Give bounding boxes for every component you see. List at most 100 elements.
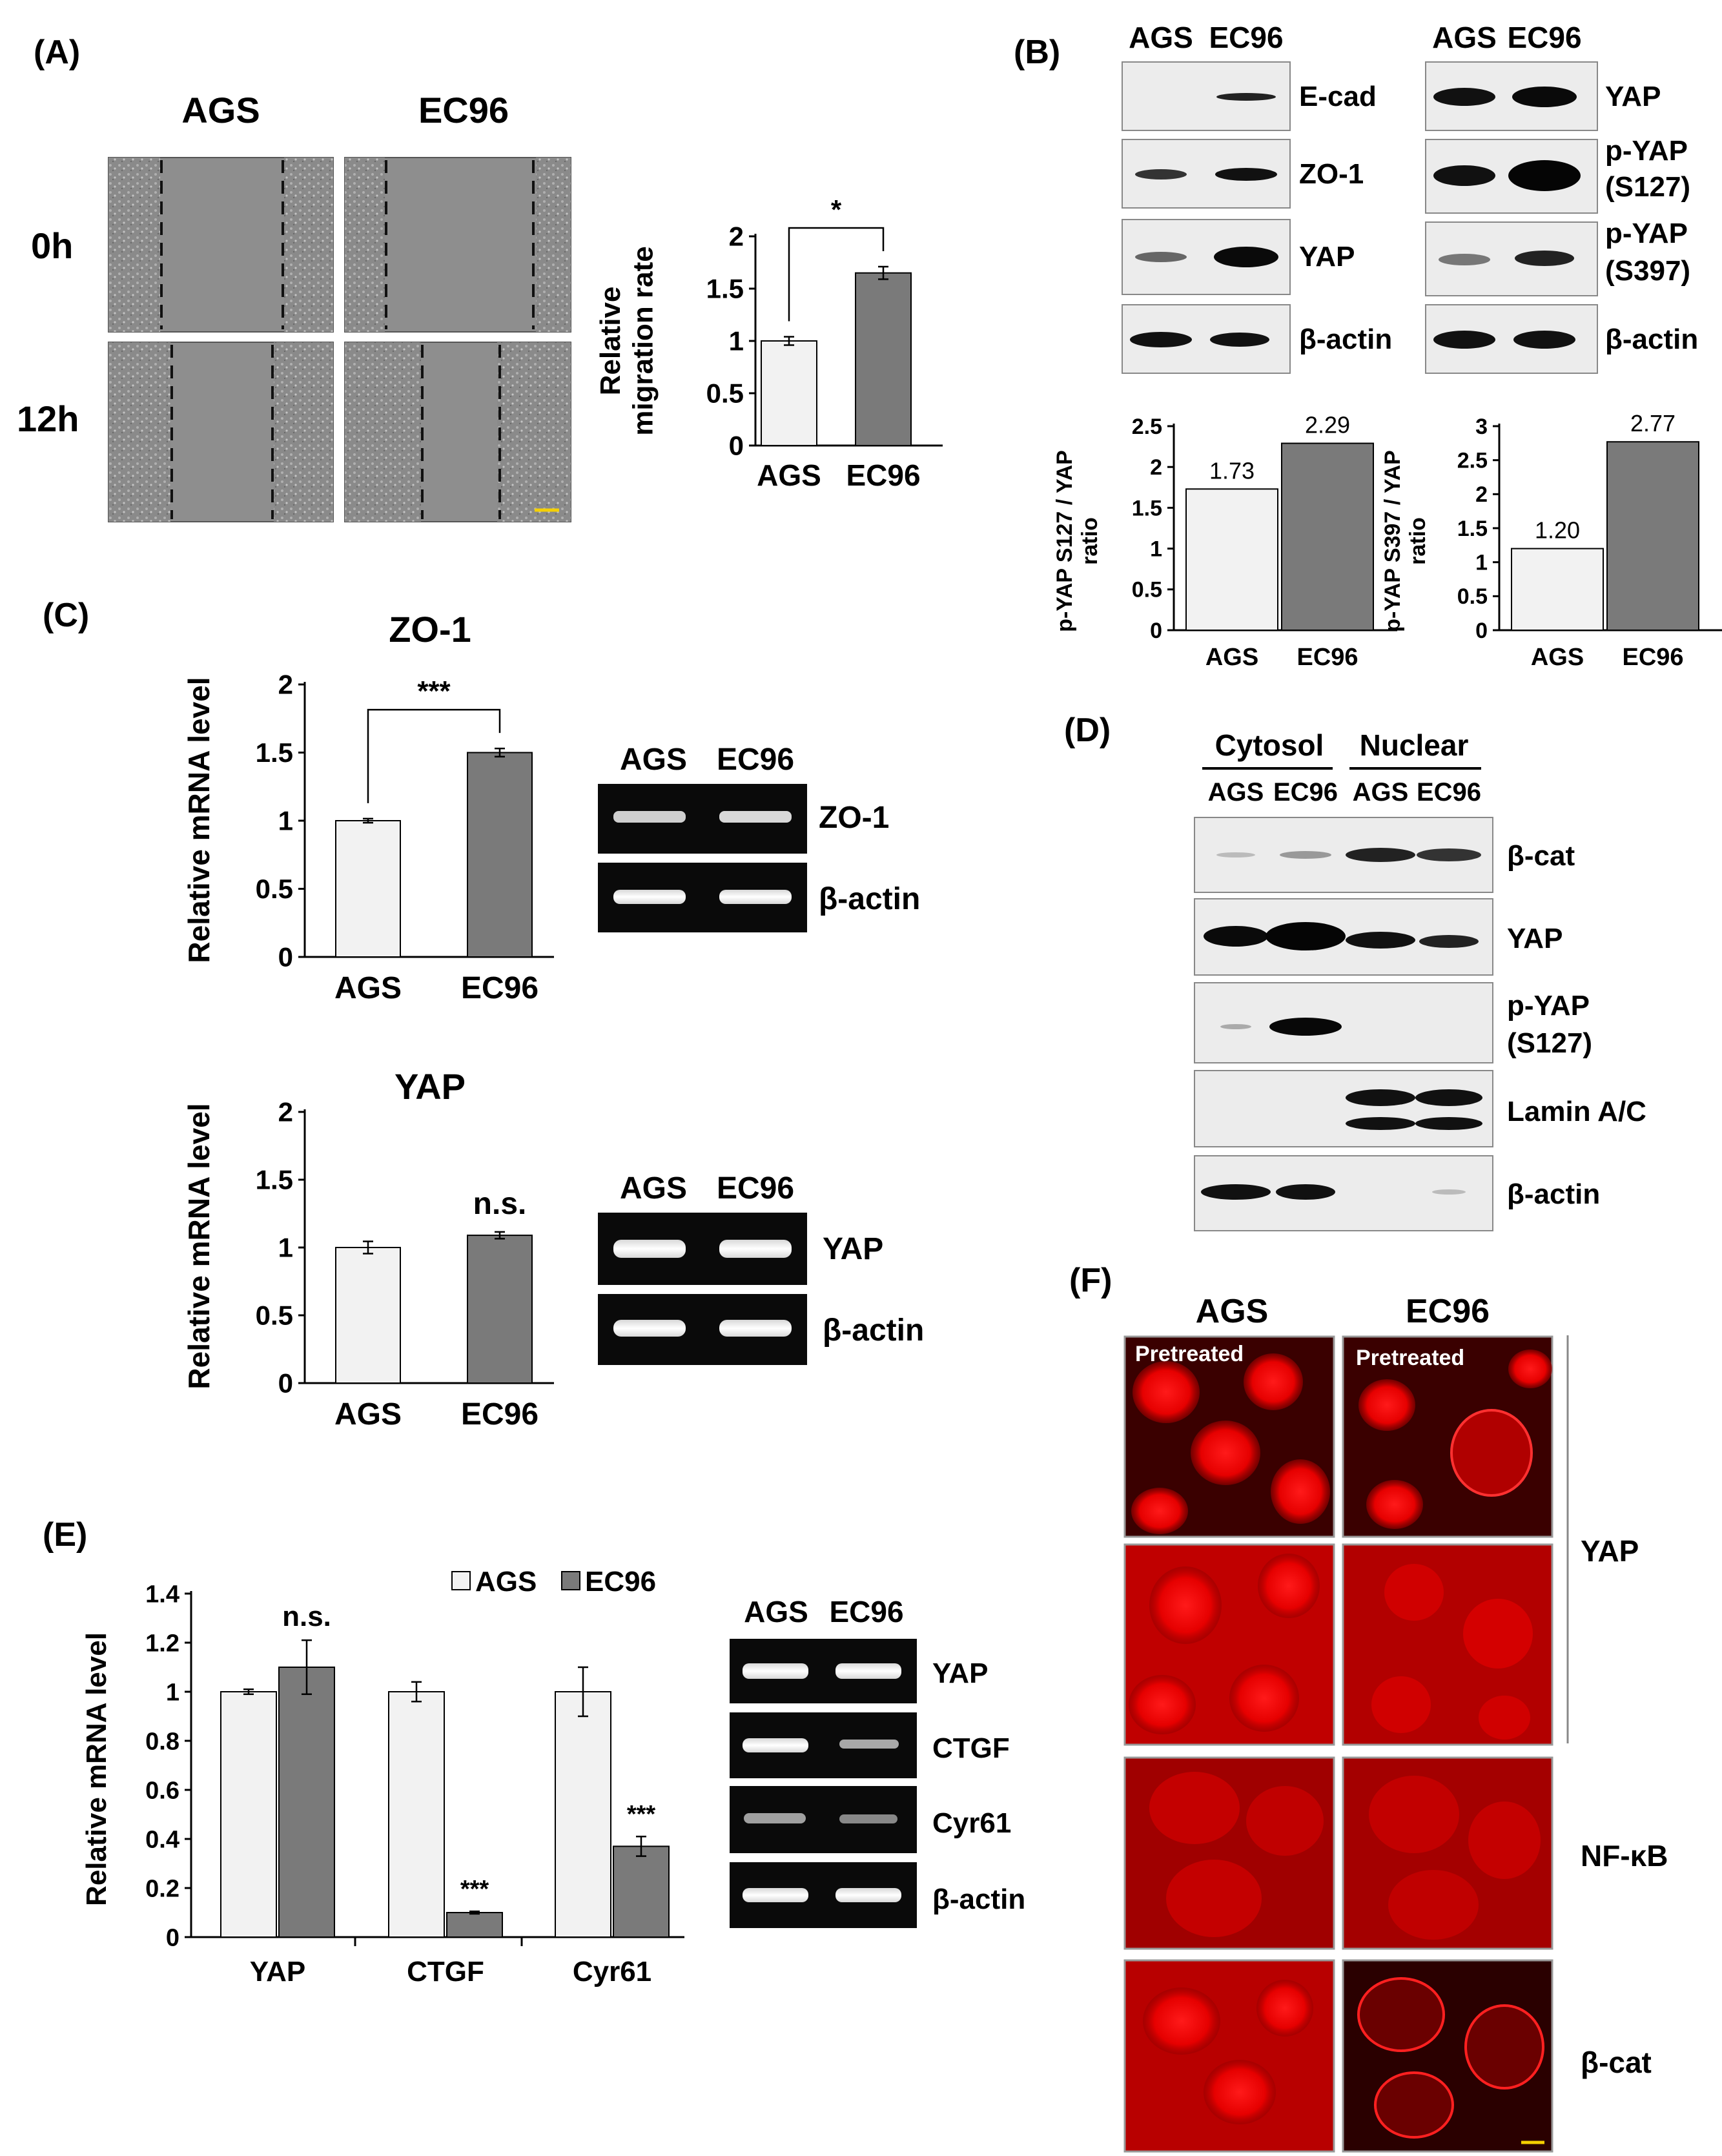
chart-a-migration-ylabel-line: migration rate xyxy=(628,246,659,435)
chart-c-yap-ytick-label: 0 xyxy=(278,1368,293,1399)
d-strip-yap xyxy=(1194,898,1493,976)
panel-d-lane-3: AGS xyxy=(1353,778,1409,806)
d-label-yap: YAP xyxy=(1507,923,1563,954)
chart-c-yap-ytick-label: 1.5 xyxy=(256,1165,293,1195)
panel-a-col-ec96: EC96 xyxy=(418,90,509,130)
chart-b-s127-ylabel: p-YAP S127 / YAP ratio xyxy=(1052,450,1102,632)
chart-b-s127-ytick-label: 2.5 xyxy=(1132,415,1162,439)
fluor-ags-nfkb xyxy=(1123,1756,1335,1950)
chart-e-targets-bar-ctgf-ec96 xyxy=(446,1912,503,1938)
chart-e-targets-ytick-label: 0.6 xyxy=(145,1777,179,1804)
chart-e-targets-category-label: YAP xyxy=(250,1956,305,1987)
chart-b-s127-bar-ec96 xyxy=(1281,442,1374,631)
chart-c-zo1-category-label: EC96 xyxy=(461,971,538,1005)
chart-c-yap-bar-ec96 xyxy=(467,1235,533,1384)
panel-f-row-bcat: β-cat xyxy=(1581,2046,1652,2079)
chart-a-migration-significance-bracket xyxy=(788,227,885,322)
chart-b-s127-category-label: EC96 xyxy=(1297,644,1358,671)
gel1-strip-zo1 xyxy=(598,784,807,854)
panel-e-label: (E) xyxy=(43,1516,87,1554)
d-label-bactin: β-actin xyxy=(1507,1178,1600,1210)
e-gel-strip-cyr61 xyxy=(730,1786,917,1853)
d-label-lamin: Lamin A/C xyxy=(1507,1096,1646,1127)
chart-e-targets-ytick-label: 1.4 xyxy=(145,1581,179,1608)
blot-strip-bactin-right xyxy=(1425,304,1598,374)
chart-e-targets-ytick-label: 1 xyxy=(166,1679,179,1706)
chart-b-s127-ytick-label: 1.5 xyxy=(1132,496,1162,520)
blot-strip-yap-right xyxy=(1425,61,1598,131)
chart-e-targets-category-label: CTGF xyxy=(407,1956,484,1987)
gel2-label-yap: YAP xyxy=(823,1232,883,1266)
chart-a-migration-category-label: AGS xyxy=(757,458,821,492)
chart-a-migration-ytick-label: 0.5 xyxy=(706,378,744,409)
gel1-strip-bactin xyxy=(598,863,807,932)
chart-c-zo1-ytick-label: 0.5 xyxy=(256,874,293,904)
e-gel-label-cyr61: Cyr61 xyxy=(932,1807,1011,1839)
gel1-label-bactin: β-actin xyxy=(819,882,920,916)
chart-e-targets-significance: *** xyxy=(627,1801,656,1828)
chart-e-targets-legend-label: AGS xyxy=(475,1566,537,1597)
chart-b-s127-ylabel-line: ratio xyxy=(1078,517,1102,565)
panel-d-group-cytosol: Cytosol xyxy=(1215,728,1324,762)
charts-layer: 0 0.5 1 1.5 2 Relative migration rate AGS EC96 * 0… xyxy=(81,194,1722,1987)
chart-b-s397-ytick-label: 1.5 xyxy=(1457,517,1488,541)
fluor-ec96-yap-pretreated: Pretreated xyxy=(1342,1335,1553,1538)
panel-d-lane-2: EC96 xyxy=(1273,778,1338,806)
d-label-pyap: p-YAP xyxy=(1507,990,1590,1022)
panel-b-label: (B) xyxy=(1014,34,1060,71)
panel-f-label: (F) xyxy=(1069,1262,1112,1299)
panel-e: (E) AGS EC96 YAP CTGF Cyr61 β-actin xyxy=(43,1516,1025,1928)
fluor-ec96-yap xyxy=(1342,1543,1553,1746)
chart-e-targets-ytick-label: 1.2 xyxy=(145,1630,179,1657)
panel-f-col-ec96: EC96 xyxy=(1406,1293,1490,1330)
chart-b-s397-bar-ec96 xyxy=(1606,441,1699,631)
chart-c-yap-category-label: AGS xyxy=(334,1397,402,1432)
chart-c-yap-bar-ags xyxy=(335,1247,401,1384)
e-gel-strip-bactin xyxy=(730,1862,917,1928)
panel-d-lane-4: EC96 xyxy=(1417,778,1481,806)
panel-f: (F) AGS EC96 Pretreated Pretreated xyxy=(1069,1262,1668,2153)
chart-a-migration-ytick-label: 1.5 xyxy=(706,274,744,304)
band-label-yap-right: YAP xyxy=(1605,81,1661,112)
band-label-pyap: p-YAP xyxy=(1605,135,1688,167)
scratch-image-ags-12h xyxy=(108,342,334,522)
chart-e-targets-ytick-label: 0 xyxy=(166,1924,179,1951)
panel-a-label: (A) xyxy=(34,34,80,71)
panel-a-col-ags: AGS xyxy=(181,90,260,130)
band-label-ecad: E-cad xyxy=(1299,81,1377,112)
fluor-ags-yap-pretreated: Pretreated xyxy=(1123,1335,1335,1538)
chart-b-s397-data-label: 1.20 xyxy=(1535,517,1580,544)
chart-b-s127-ytick-label: 1 xyxy=(1150,537,1162,562)
band-label-s397: (S397) xyxy=(1605,255,1690,287)
chart-c-yap-category-label: EC96 xyxy=(461,1397,538,1432)
chart-e-targets-bar-cyr61-ags xyxy=(555,1691,611,1938)
chart-e-targets-bar-cyr61-ec96 xyxy=(613,1845,670,1938)
chart-e-targets-significance: *** xyxy=(460,1876,489,1903)
chart-c-zo1-bar-ec96 xyxy=(467,752,533,958)
chart-e-targets-ylabel-text: Relative mRNA level xyxy=(81,1632,112,1906)
panel-f-row-yap: YAP xyxy=(1581,1534,1639,1568)
fluor-ags-yap xyxy=(1123,1543,1335,1746)
chart-c-zo1-ylabel: Relative mRNA level xyxy=(182,677,216,963)
blot-strip-ecad xyxy=(1122,61,1291,131)
panel-b: (B) AGS EC96 AGS EC96 E-cad ZO-1 YAP β-a… xyxy=(1014,21,1698,374)
chart-c-zo1-bar-ags xyxy=(335,820,401,958)
chart-c-zo1-title: ZO-1 xyxy=(389,609,471,650)
e-gel-strip-yap xyxy=(730,1639,917,1703)
d-label-s127: (S127) xyxy=(1507,1027,1592,1059)
blot-strip-yap xyxy=(1122,219,1291,295)
scratch-image-ec96-12h xyxy=(344,342,571,522)
chart-b-s397-ytick-label: 2.5 xyxy=(1457,449,1488,473)
chart-a-migration-significance: * xyxy=(831,194,842,225)
panel-f-col-ags: AGS xyxy=(1196,1293,1269,1330)
chart-e-targets-bar-yap-ec96 xyxy=(278,1667,335,1938)
chart-e-targets-ytick-label: 0.4 xyxy=(145,1826,179,1853)
chart-b-s397-ytick-label: 2 xyxy=(1475,482,1488,507)
gel2-lane-ec96: EC96 xyxy=(717,1171,794,1206)
chart-b-s127-data-label: 2.29 xyxy=(1305,412,1350,438)
chart-b-s397-ylabel: p-YAP S397 / YAP ratio xyxy=(1380,450,1430,632)
panel-f-row-nfkb: NF-κB xyxy=(1581,1839,1668,1873)
chart-b-s397-ytick-label: 0.5 xyxy=(1457,584,1488,609)
chart-b-s397-ylabel-line: ratio xyxy=(1406,517,1430,565)
